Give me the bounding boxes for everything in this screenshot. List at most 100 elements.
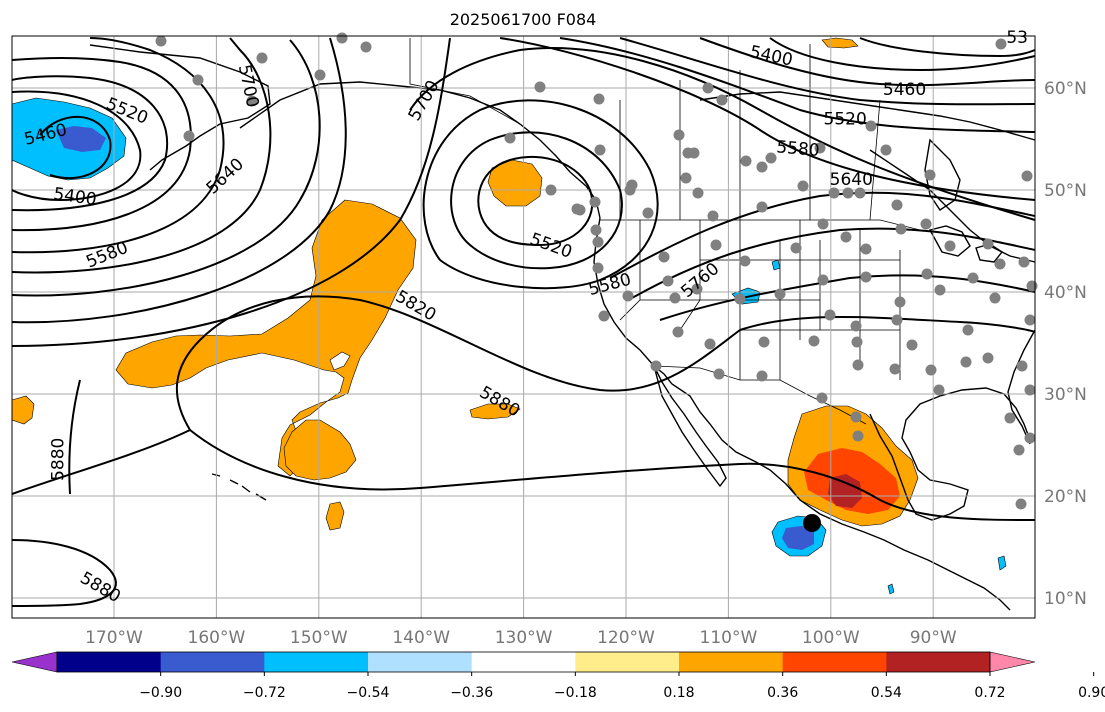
station-dot-18 <box>756 161 768 173</box>
station-dot-88 <box>713 368 725 380</box>
station-dot-27 <box>891 199 903 211</box>
colorbar-tick-label-1: −0.72 <box>243 685 286 701</box>
colorbar-tick-label-0: −0.90 <box>139 685 182 701</box>
station-dot-83 <box>1024 314 1036 326</box>
station-dot-28 <box>995 38 1007 50</box>
station-dot-62 <box>934 284 946 296</box>
colorbar-segment-3 <box>368 652 473 672</box>
station-dot-41 <box>790 242 802 254</box>
colorbar-tick-label-8: 0.72 <box>974 685 1005 701</box>
station-dot-4 <box>314 69 326 81</box>
station-dot-55 <box>691 283 703 295</box>
station-dot-48 <box>982 238 994 250</box>
station-dot-54 <box>662 275 674 287</box>
colorbar-outline <box>56 651 991 673</box>
station-dot-29 <box>1021 170 1033 182</box>
x-tick-label-3: 140°W <box>392 628 450 648</box>
station-dot-36 <box>642 207 654 219</box>
contour-bering-low-3 <box>11 75 169 212</box>
contour-5760-east <box>631 227 1036 299</box>
station-dot-37 <box>658 251 670 263</box>
station-dot-69 <box>704 338 716 350</box>
station-dot-46 <box>920 218 932 230</box>
colorbar-segment-5 <box>575 652 680 672</box>
station-dot-67 <box>598 310 610 322</box>
station-dot-96 <box>1015 498 1027 510</box>
station-dot-78 <box>889 363 901 375</box>
colorbar-segment-2 <box>264 652 369 672</box>
station-dot-3 <box>256 52 268 64</box>
station-dot-42 <box>817 218 829 230</box>
x-tick-label-7: 100°W <box>802 628 860 648</box>
station-dot-81 <box>960 356 972 368</box>
station-dot-32 <box>680 172 692 184</box>
station-dot-0 <box>155 35 167 47</box>
x-tick-label-2: 150°W <box>290 628 348 648</box>
station-dot-87 <box>650 360 662 372</box>
colorbar: −0.90 −0.72 −0.54 −0.36 −0.18 0.18 0.36 0.54 0.7… <box>11 651 1105 701</box>
station-dot-23 <box>854 187 866 199</box>
station-dot-11 <box>673 129 685 141</box>
contour-label-text-16: 5520 <box>824 110 867 130</box>
chart-title: 2025061700 F084 <box>450 10 597 29</box>
contour-5520-long <box>559 37 1036 133</box>
contour-label-text-17: 5580 <box>776 137 821 161</box>
coast-alaska <box>89 44 601 219</box>
anomaly-white-hole <box>329 351 351 371</box>
colorbar-tick-label-2: −0.54 <box>347 685 390 701</box>
anomaly-pacific-small-1 <box>469 403 521 420</box>
contour-arctic-1 <box>769 37 1036 72</box>
colorbar-tick-label-6: 0.36 <box>767 685 798 701</box>
anomaly-pacific-positive-east <box>283 419 357 481</box>
contour-5820-east <box>659 274 1036 321</box>
station-dot-66 <box>622 290 634 302</box>
x-tick-label-5: 120°W <box>597 628 655 648</box>
coast-baja <box>653 365 727 488</box>
y-tick-label-1: 20°N <box>1044 487 1087 507</box>
station-dot-92 <box>852 430 864 442</box>
station-dot-73 <box>850 320 862 332</box>
x-tick-label-6: 110°W <box>700 628 758 648</box>
contour-bering-low-6 <box>11 37 272 274</box>
contour-gulf-low-3 <box>422 99 659 290</box>
station-dot-19 <box>797 180 809 192</box>
station-dot-8 <box>534 81 546 93</box>
colorbar-segment-0 <box>57 652 162 672</box>
contour-5880-main <box>11 295 1036 495</box>
anomaly-mexico-negative-core <box>782 526 814 550</box>
y-tick-label-3: 40°N <box>1044 283 1087 303</box>
contour-label-17: 5580 <box>776 137 821 161</box>
station-dot-77 <box>852 359 864 371</box>
contour-5700-east <box>609 191 1036 279</box>
station-dot-90 <box>816 392 828 404</box>
colorbar-tick-label-7: 0.54 <box>871 685 902 701</box>
contour-5880-west <box>11 539 117 607</box>
x-axis-ticks: 170°W 160°W 150°W 140°W 130°W 120°W 110°W 100°W… <box>85 628 957 648</box>
x-tick-label-8: 90°W <box>910 628 957 648</box>
station-markers <box>155 32 1038 510</box>
colorbar-extend-high <box>989 651 1036 673</box>
borders <box>409 38 921 425</box>
contour-label-15: 5460 <box>883 80 926 100</box>
station-dot-72 <box>824 309 836 321</box>
station-dot-80 <box>933 384 945 396</box>
station-dot-45 <box>895 223 907 235</box>
station-dot-68 <box>672 326 684 338</box>
colorbar-tick-label-4: −0.18 <box>554 685 597 701</box>
border-alaska-canada <box>409 38 521 125</box>
anomaly-mexico-core <box>828 474 862 508</box>
station-dot-39 <box>710 239 722 251</box>
contour-bering-low-4 <box>11 57 192 232</box>
contour-label-18: 5640 <box>830 170 873 190</box>
colorbar-tick-label-3: −0.36 <box>450 685 493 701</box>
contour-label-16: 5520 <box>824 110 867 130</box>
colorbar-segment-8 <box>886 652 991 672</box>
contour-label-text-18: 5640 <box>830 170 873 190</box>
station-dot-84 <box>1016 360 1028 372</box>
station-dot-1 <box>336 32 348 44</box>
y-axis-ticks: 10°N 20°N 30°N 40°N 50°N 60°N <box>1044 79 1087 609</box>
station-dot-7 <box>183 130 195 142</box>
station-dot-97 <box>589 196 601 208</box>
contour-5760 <box>11 37 451 347</box>
